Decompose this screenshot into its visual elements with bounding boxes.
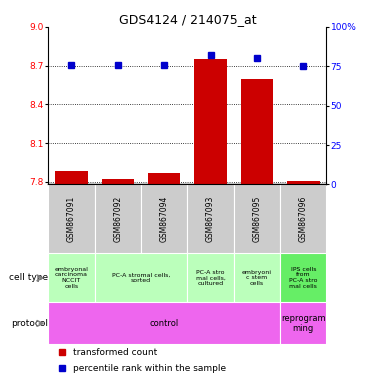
Bar: [280, 184, 326, 253]
Text: GSM867093: GSM867093: [206, 195, 215, 242]
Text: reprogram
ming: reprogram ming: [281, 314, 326, 333]
Title: GDS4124 / 214075_at: GDS4124 / 214075_at: [119, 13, 256, 26]
Text: cell type: cell type: [9, 273, 48, 282]
Bar: [187, 184, 234, 253]
Bar: [141, 184, 187, 253]
Text: PC-A stromal cells,
sorted: PC-A stromal cells, sorted: [112, 273, 170, 283]
Text: GSM867095: GSM867095: [252, 195, 262, 242]
Text: GSM867091: GSM867091: [67, 196, 76, 242]
Bar: [102, 179, 134, 184]
Text: protocol: protocol: [11, 319, 48, 328]
Text: IPS cells
from
PC-A stro
mal cells: IPS cells from PC-A stro mal cells: [289, 266, 318, 289]
Text: PC-A stro
mal cells,
cultured: PC-A stro mal cells, cultured: [196, 270, 226, 286]
Bar: [95, 253, 187, 303]
Text: transformed count: transformed count: [73, 348, 158, 357]
Bar: [280, 253, 326, 303]
Bar: [48, 253, 95, 303]
Bar: [241, 78, 273, 184]
Text: embryoni
c stem
cells: embryoni c stem cells: [242, 270, 272, 286]
Bar: [287, 180, 319, 184]
Bar: [48, 184, 95, 253]
Bar: [48, 303, 280, 344]
Text: GSM867094: GSM867094: [160, 195, 169, 242]
Bar: [234, 184, 280, 253]
Text: embryonal
carcinoma
NCCIT
cells: embryonal carcinoma NCCIT cells: [55, 266, 88, 289]
Text: GSM867096: GSM867096: [299, 195, 308, 242]
Text: control: control: [150, 319, 179, 328]
Bar: [280, 303, 326, 344]
Bar: [55, 172, 88, 184]
Text: percentile rank within the sample: percentile rank within the sample: [73, 364, 226, 373]
Bar: [187, 253, 234, 303]
Bar: [148, 173, 180, 184]
Text: GSM867092: GSM867092: [113, 196, 122, 242]
Bar: [234, 253, 280, 303]
Bar: [194, 59, 227, 184]
Bar: [95, 184, 141, 253]
